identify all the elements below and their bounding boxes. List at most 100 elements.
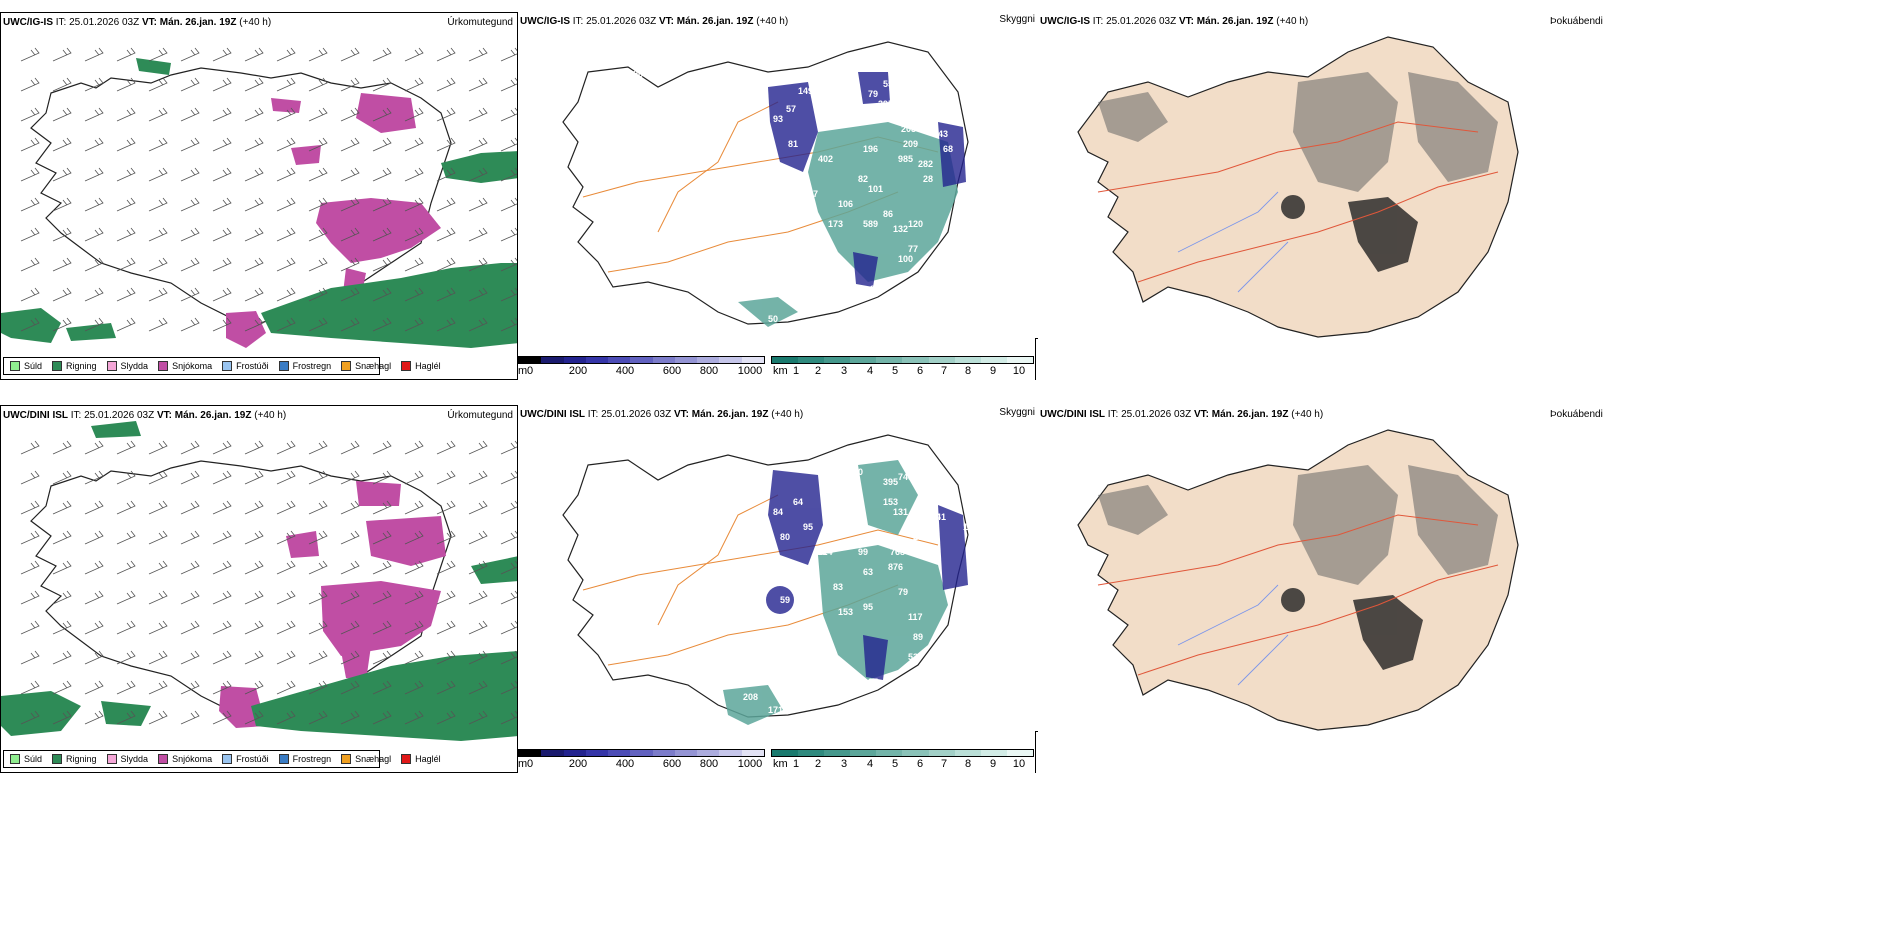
- wind-barb: [244, 287, 264, 302]
- legend-item: Súld: [10, 361, 42, 371]
- colorbar-segment: [1006, 750, 1033, 756]
- init-time: 25.01.2026 03Z: [601, 409, 672, 420]
- wind-barb: [20, 560, 40, 575]
- visibility-areas: [723, 460, 948, 725]
- valid-time: Mán. 26.jan. 19Z: [174, 410, 252, 421]
- wind-barb: [84, 107, 104, 122]
- wind-barb: [404, 440, 424, 455]
- wind-barb: [468, 197, 488, 212]
- colorbar-segment: [824, 750, 851, 756]
- ceiling-value-label: 77: [908, 244, 918, 254]
- ceiling-value-label: 10: [853, 467, 863, 477]
- init-time-label: IT:: [572, 16, 584, 27]
- wind-barb: [84, 590, 104, 605]
- colorbar-segment: [719, 750, 742, 756]
- legend-swatch: [222, 754, 233, 764]
- wind-barb: [276, 47, 296, 62]
- wind-barb: [52, 440, 72, 455]
- wind-barb: [404, 257, 424, 272]
- legend-item: Frostregn: [278, 754, 331, 764]
- iceland-coastline: [30, 460, 452, 717]
- lead-time: (+40 h): [756, 16, 789, 27]
- wind-barb: [468, 47, 488, 62]
- wind-barb: [116, 107, 136, 122]
- wind-barb: [468, 287, 488, 302]
- colorbar-segment: [652, 750, 675, 756]
- panel-title-precip-type: Úrkomutegund: [447, 410, 513, 421]
- ceiling-value-label: 153: [883, 497, 898, 507]
- ceiling-value-label: 100: [898, 254, 913, 264]
- wind-barb: [308, 710, 328, 725]
- wind-barb: [244, 47, 264, 62]
- ceiling-value-label: 101: [868, 184, 883, 194]
- wind-barb: [148, 620, 168, 635]
- wind-barb: [436, 167, 456, 182]
- ceiling-colorbar: m 0 200 400 600 800 1000: [518, 749, 765, 770]
- road-network: [1097, 121, 1499, 283]
- wind-barb: [244, 107, 264, 122]
- wind-barb: [372, 197, 392, 212]
- wind-barb: [340, 440, 360, 455]
- wind-barb: [308, 227, 328, 242]
- ceiling-value-label: 99: [858, 547, 868, 557]
- colorbar-segment: [798, 750, 825, 756]
- wind-barb: [404, 650, 424, 665]
- ceiling-value-label: 748: [898, 472, 913, 482]
- river-network: [1177, 191, 1289, 293]
- wind-barb: [468, 530, 488, 545]
- legend-item: Frostúði: [222, 754, 269, 764]
- fog-panel-bottom: UWC/DINI ISL IT: 25.01.2026 03Z VT: Mán.…: [1038, 405, 1900, 773]
- wind-barb: [276, 167, 296, 182]
- wind-barb: [340, 167, 360, 182]
- wind-barb: [308, 500, 328, 515]
- wind-barb: [84, 650, 104, 665]
- wind-barb: [212, 680, 232, 695]
- wind-barb: [340, 620, 360, 635]
- ceiling-value-label: 63: [863, 567, 873, 577]
- wind-barb: [276, 137, 296, 152]
- visibility-colorbar-ticks: km 1 2 3 4 5 6 7 8 9 10: [773, 758, 1026, 770]
- wind-barb: [404, 107, 424, 122]
- colorbar-segment: [1006, 357, 1033, 363]
- wind-barb: [84, 620, 104, 635]
- wind-barb: [436, 470, 456, 485]
- panel-title-fog: Þokuábendi: [1550, 16, 1603, 27]
- wind-barb: [340, 47, 360, 62]
- ceiling-value-label: 276: [913, 532, 928, 542]
- wind-barb: [436, 197, 456, 212]
- wind-barb: [308, 107, 328, 122]
- wind-barb: [340, 137, 360, 152]
- wind-barb: [308, 470, 328, 485]
- wind-barb: [52, 500, 72, 515]
- wind-barb: [404, 530, 424, 545]
- colorbar-segment: [519, 750, 542, 756]
- wind-barb: [340, 470, 360, 485]
- ceiling-value-label: 57: [786, 104, 796, 114]
- wind-barb: [308, 560, 328, 575]
- fog-legend: 0 60: [1035, 731, 1038, 773]
- init-time-label: IT:: [587, 409, 599, 420]
- precip-type-panel-top: UWC/IG-IS IT: 25.01.2026 03Z VT: Mán. 26…: [0, 12, 518, 380]
- wind-barb: [404, 47, 424, 62]
- panel-title-fog: Þokuábendi: [1550, 409, 1603, 420]
- lead-time: (+40 h): [771, 409, 804, 420]
- wind-barb: [340, 680, 360, 695]
- wind-barb: [500, 650, 517, 665]
- wind-barb: [52, 77, 72, 92]
- legend-item: Slydda: [106, 754, 148, 764]
- wind-barb: [180, 317, 200, 332]
- wind-barb: [404, 197, 424, 212]
- wind-barb: [212, 470, 232, 485]
- wind-barb: [340, 287, 360, 302]
- wind-barb: [20, 197, 40, 212]
- wind-barb: [84, 77, 104, 92]
- wind-barb: [308, 440, 328, 455]
- wind-barb: [84, 197, 104, 212]
- model-name: UWC/IG-IS: [520, 16, 570, 27]
- wind-barb: [276, 650, 296, 665]
- wind-barb: [404, 500, 424, 515]
- ceiling-value-label: 100: [963, 522, 978, 532]
- ceiling-colorbar-strip: [518, 356, 765, 364]
- ceiling-value-label: 82: [858, 174, 868, 184]
